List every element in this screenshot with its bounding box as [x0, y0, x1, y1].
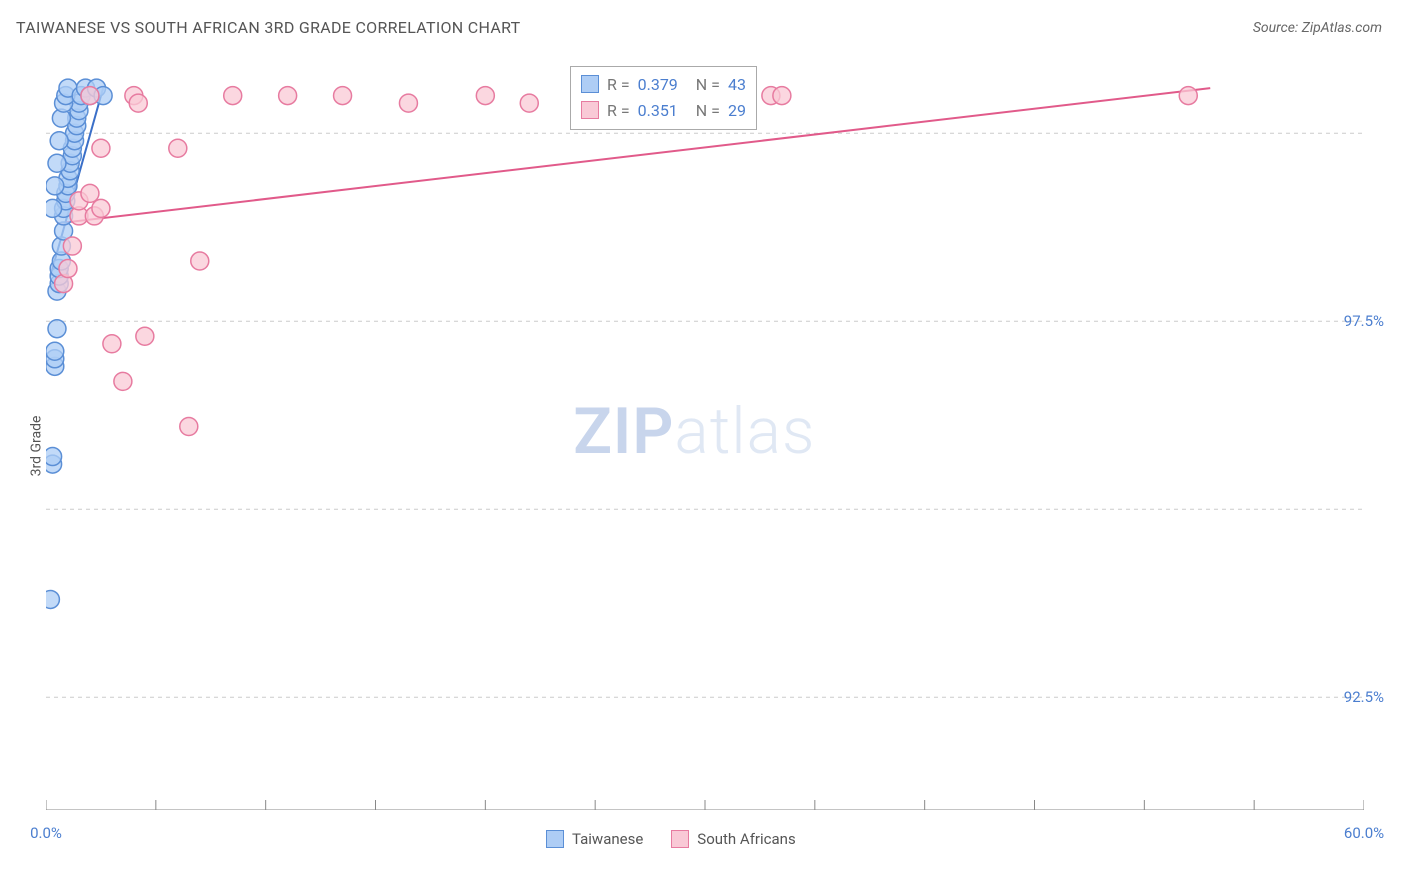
legend-swatch [581, 101, 599, 119]
stats-legend-row: R = 0.379 N = 43 [581, 71, 746, 97]
source-prefix: Source: [1253, 20, 1302, 36]
source-attribution: Source: ZipAtlas.com [1253, 20, 1382, 36]
y-axis-label: 3rd Grade [28, 416, 44, 477]
legend-n-label: N = [696, 101, 720, 120]
legend-r-label: R = [607, 75, 630, 94]
x-tick-label: 0.0% [30, 824, 62, 842]
bottom-legend-item: Taiwanese [546, 830, 643, 848]
legend-n-value: 29 [728, 101, 746, 120]
legend-r-value: 0.379 [638, 75, 678, 94]
chart-container: TAIWANESE VS SOUTH AFRICAN 3RD GRADE COR… [0, 0, 1406, 892]
bottom-legend-item: South Africans [671, 830, 795, 848]
bottom-legend: Taiwanese South Africans [546, 830, 796, 848]
legend-r-value: 0.351 [638, 101, 678, 120]
legend-swatch [546, 830, 564, 848]
x-tick-label: 60.0% [1344, 824, 1384, 842]
bottom-legend-label: South Africans [697, 830, 795, 848]
y-tick-label: 92.5% [1344, 688, 1384, 706]
legend-n-value: 43 [728, 75, 746, 94]
legend-swatch [671, 830, 689, 848]
legend-n-label: N = [696, 75, 720, 94]
chart-title: TAIWANESE VS SOUTH AFRICAN 3RD GRADE COR… [16, 18, 520, 37]
stats-legend-row: R = 0.351 N = 29 [581, 97, 746, 123]
bottom-legend-label: Taiwanese [572, 830, 643, 848]
legend-r-label: R = [607, 101, 630, 120]
legend-swatch [581, 75, 599, 93]
plot-svg [46, 58, 1364, 810]
y-tick-label: 97.5% [1344, 312, 1384, 330]
stats-legend: R = 0.379 N = 43 R = 0.351 N = 29 [570, 66, 757, 130]
source-name: ZipAtlas.com [1302, 20, 1382, 36]
